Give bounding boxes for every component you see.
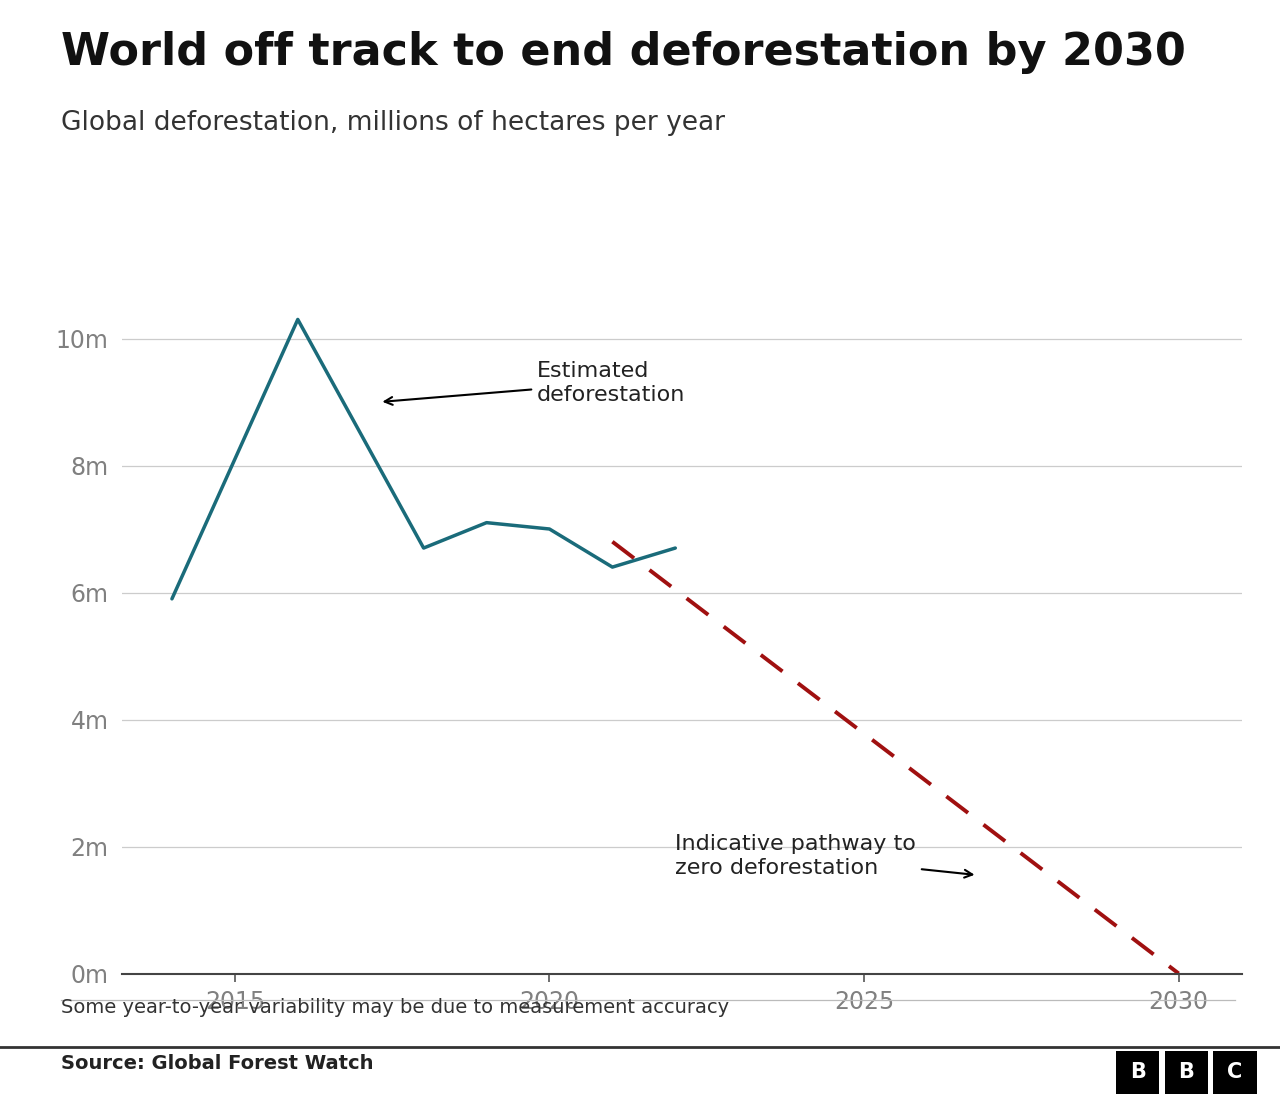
Bar bbox=[1213, 1050, 1257, 1094]
Text: B: B bbox=[1179, 1062, 1194, 1081]
Text: Global deforestation, millions of hectares per year: Global deforestation, millions of hectar… bbox=[61, 110, 726, 136]
Text: C: C bbox=[1228, 1062, 1243, 1081]
Text: Source: Global Forest Watch: Source: Global Forest Watch bbox=[61, 1054, 374, 1072]
Text: Some year-to-year variability may be due to measurement accuracy: Some year-to-year variability may be due… bbox=[61, 998, 730, 1016]
Text: B: B bbox=[1130, 1062, 1146, 1081]
Text: World off track to end deforestation by 2030: World off track to end deforestation by … bbox=[61, 31, 1187, 74]
Bar bbox=[1165, 1050, 1208, 1094]
Text: Estimated
deforestation: Estimated deforestation bbox=[385, 361, 685, 405]
Bar bbox=[1116, 1050, 1160, 1094]
Text: Indicative pathway to
zero deforestation: Indicative pathway to zero deforestation bbox=[676, 835, 973, 878]
